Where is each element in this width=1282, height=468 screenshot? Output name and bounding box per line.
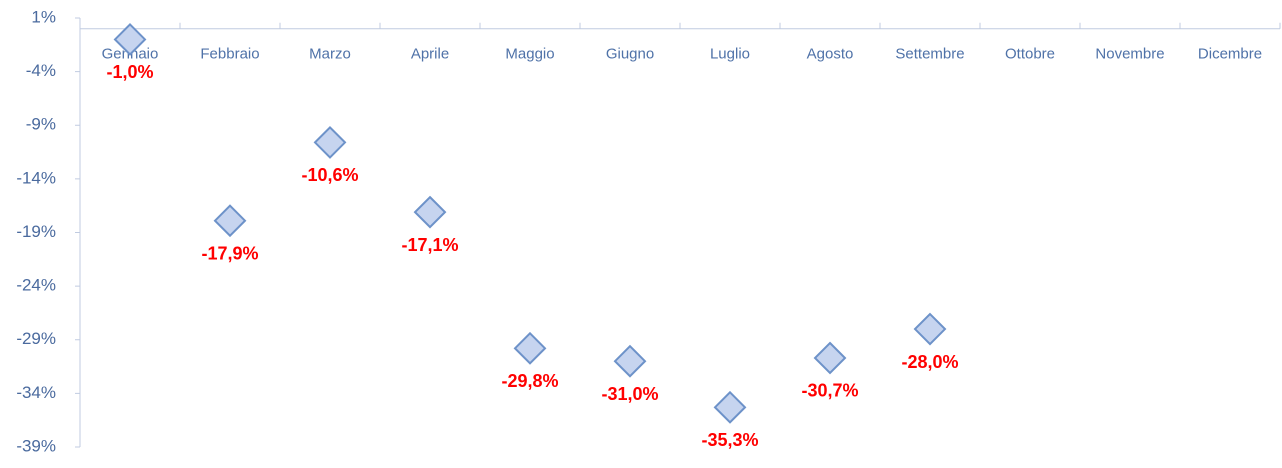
data-label: -10,6% xyxy=(301,165,358,185)
data-label: -30,7% xyxy=(801,381,858,401)
data-label: -35,3% xyxy=(701,430,758,450)
x-tick-label: Luglio xyxy=(710,46,750,63)
marker xyxy=(513,331,547,365)
x-tick-label: Novembre xyxy=(1095,46,1164,63)
x-tick-label: Settembre xyxy=(895,46,964,63)
marker xyxy=(913,312,947,346)
y-tick-label: 1% xyxy=(31,7,56,26)
marker xyxy=(213,204,247,238)
x-tick-label: Dicembre xyxy=(1198,46,1262,63)
x-tick-label: Ottobre xyxy=(1005,46,1055,63)
marker xyxy=(413,195,447,229)
marker xyxy=(313,125,347,159)
x-tick-label: Aprile xyxy=(411,46,449,63)
data-label: -28,0% xyxy=(901,352,958,372)
x-tick-label: Maggio xyxy=(505,46,554,63)
y-tick-label: -4% xyxy=(26,61,56,80)
data-label: -1,0% xyxy=(106,62,153,82)
y-tick-label: -24% xyxy=(16,276,56,295)
marker xyxy=(113,23,147,56)
y-tick-label: -19% xyxy=(16,222,56,241)
x-tick-label: Febbraio xyxy=(200,46,259,63)
data-label: -17,1% xyxy=(401,235,458,255)
marker xyxy=(713,390,747,424)
marker xyxy=(813,341,847,375)
x-tick-label: Marzo xyxy=(309,46,351,63)
data-label: -29,8% xyxy=(501,371,558,391)
data-label: -17,9% xyxy=(201,243,258,263)
x-tick-label: Giugno xyxy=(606,46,654,63)
y-tick-label: -29% xyxy=(16,329,56,348)
marker xyxy=(613,344,647,378)
x-tick-label: Agosto xyxy=(807,46,854,63)
data-label: -31,0% xyxy=(601,384,658,404)
y-tick-label: -34% xyxy=(16,383,56,402)
y-tick-label: -39% xyxy=(16,436,56,455)
y-tick-label: -9% xyxy=(26,115,56,134)
y-tick-label: -14% xyxy=(16,168,56,187)
